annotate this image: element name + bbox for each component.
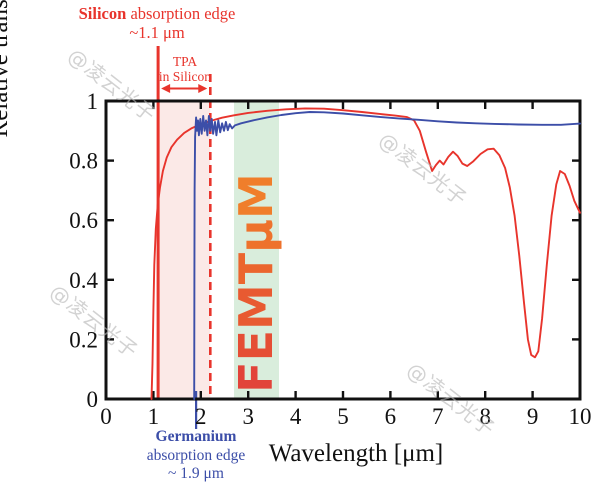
femtum-logo-letter: M	[229, 284, 283, 330]
tpa-arrowhead-left	[161, 84, 171, 93]
x-tick-label: 7	[432, 404, 444, 429]
germanium-annotation-line2: absorption edge	[146, 446, 246, 464]
y-tick-label: 0.2	[69, 327, 98, 352]
x-tick-label: 8	[479, 404, 491, 429]
tpa-region-band	[158, 101, 211, 399]
x-tick-label: 4	[290, 404, 302, 429]
x-tick-label: 6	[385, 404, 397, 429]
x-tick-label: 0	[100, 404, 112, 429]
germanium-absorption-annotation: Germanium absorption edge ~ 1.9 μm	[106, 428, 286, 484]
germanium-annotation-line1: Germanium	[155, 428, 237, 445]
tpa-annotation: TPA in Silicon	[135, 54, 235, 84]
tpa-annotation-line1: TPA	[172, 54, 198, 69]
femtum-logo-letter: T	[229, 252, 283, 285]
silicon-annotation-line2: ~1.1 μm	[129, 23, 185, 42]
x-tick-label: 1	[148, 404, 160, 429]
femtum-logo-letter: M	[229, 173, 283, 219]
y-tick-label: 0.4	[69, 268, 98, 293]
femtum-logo-letter: F	[229, 361, 283, 393]
x-axis-title: Wavelength [μm]	[268, 440, 444, 467]
silicon-annotation-line1: Silicon absorption edge	[78, 4, 236, 23]
y-tick-label: 1	[87, 89, 99, 114]
germanium-curve	[193, 111, 581, 400]
femtum-logo-letter: μ	[229, 218, 283, 253]
femtum-logo-letter: E	[229, 329, 283, 362]
femtum-region-band	[234, 101, 279, 399]
x-tick-label: 10	[569, 404, 592, 429]
x-tick-label: 3	[242, 404, 254, 429]
tpa-annotation-line2: in Silicon	[158, 69, 212, 84]
y-tick-label: 0	[87, 387, 99, 412]
tpa-arrowhead-right	[198, 84, 208, 93]
silicon-curve	[150, 107, 581, 400]
y-tick-label: 0.8	[69, 149, 98, 174]
x-tick-label: 2	[195, 404, 207, 429]
silicon-absorption-annotation: Silicon absorption edge ~1.1 μm	[57, 4, 257, 42]
germanium-annotation-line3: ~ 1.9 μm	[168, 465, 224, 482]
x-tick-label: 5	[337, 404, 349, 429]
x-tick-label: 9	[527, 404, 539, 429]
y-tick-label: 0.6	[69, 208, 98, 233]
